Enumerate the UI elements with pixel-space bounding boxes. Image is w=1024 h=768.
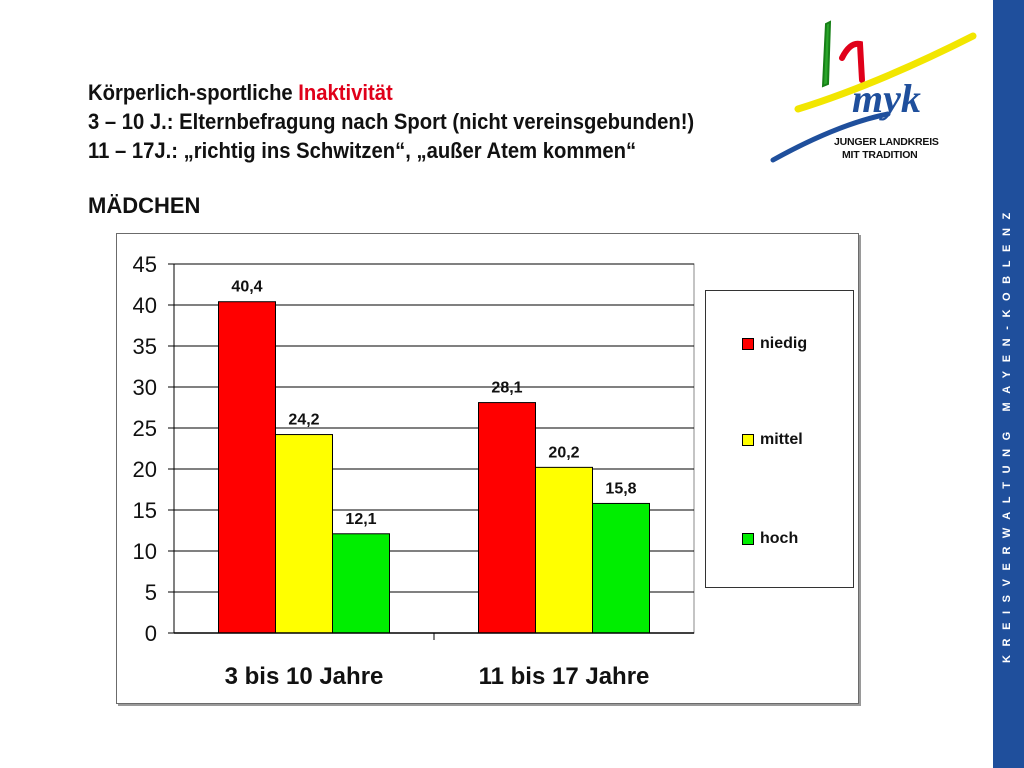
bar	[535, 466, 593, 634]
district-logo: myk JUNGER LANDKREIS MIT TRADITION	[768, 14, 978, 164]
y-tick-label: 5	[145, 580, 157, 605]
x-axis-categories: 3 bis 10 Jahre 11 bis 17 Jahre	[174, 632, 694, 690]
y-tick-label: 40	[133, 293, 157, 318]
bars	[218, 301, 650, 634]
title-line-3: 11 – 17J.: „richtig ins Schwitzen“, „auß…	[88, 138, 637, 163]
title-line-1: Körperlich-sportliche Inaktivität	[88, 78, 694, 107]
logo-icon: myk	[770, 20, 977, 163]
y-tick-label: 15	[133, 498, 157, 523]
bar	[218, 301, 276, 634]
legend-swatch-mittel	[742, 434, 754, 446]
x-category-label: 11 bis 17 Jahre	[479, 663, 650, 690]
slide-title: Körperlich-sportliche Inaktivität 3 – 10…	[88, 78, 694, 165]
legend-label-hoch: hoch	[760, 530, 799, 547]
data-labels: 40,4 24,2 12,1 28,1 20,2 15,8	[231, 279, 636, 528]
y-tick-label: 35	[133, 334, 157, 359]
logo-wordmark: myk	[852, 76, 921, 121]
y-axis-ticks: 0 5 10 15 20 25 30 35 40 45	[133, 252, 175, 646]
sidebar-band	[993, 0, 1024, 768]
x-category-label: 3 bis 10 Jahre	[225, 663, 384, 690]
data-label: 15,8	[605, 480, 636, 497]
legend-swatch-hoch	[742, 533, 754, 545]
logo-tagline-1: JUNGER LANDKREIS	[834, 136, 939, 148]
bar	[332, 533, 390, 634]
y-tick-label: 25	[133, 416, 157, 441]
data-label: 12,1	[345, 511, 376, 528]
legend-label-mittel: mittel	[760, 431, 803, 448]
bar	[478, 402, 536, 634]
bar	[275, 434, 333, 634]
title-prefix: Körperlich-sportliche	[88, 80, 299, 105]
subhead-girls: MÄDCHEN	[88, 193, 201, 218]
legend-swatch-niedig	[742, 338, 754, 350]
title-accent: Inaktivität	[298, 80, 393, 105]
data-label: 24,2	[288, 412, 319, 429]
title-line-2: 3 – 10 J.: Elternbefragung nach Sport (n…	[88, 109, 695, 134]
logo-tagline-2: MIT TRADITION	[842, 149, 918, 161]
legend: niedig mittel hoch	[705, 290, 854, 588]
data-label: 28,1	[491, 380, 522, 397]
data-label: 20,2	[548, 444, 579, 461]
y-tick-label: 0	[145, 621, 157, 646]
data-label: 40,4	[231, 279, 262, 296]
y-tick-label: 30	[133, 375, 157, 400]
legend-label-niedig: niedig	[760, 335, 808, 352]
y-tick-label: 10	[133, 539, 157, 564]
y-tick-label: 45	[133, 252, 157, 277]
bar	[592, 502, 650, 634]
y-tick-label: 20	[133, 457, 157, 482]
